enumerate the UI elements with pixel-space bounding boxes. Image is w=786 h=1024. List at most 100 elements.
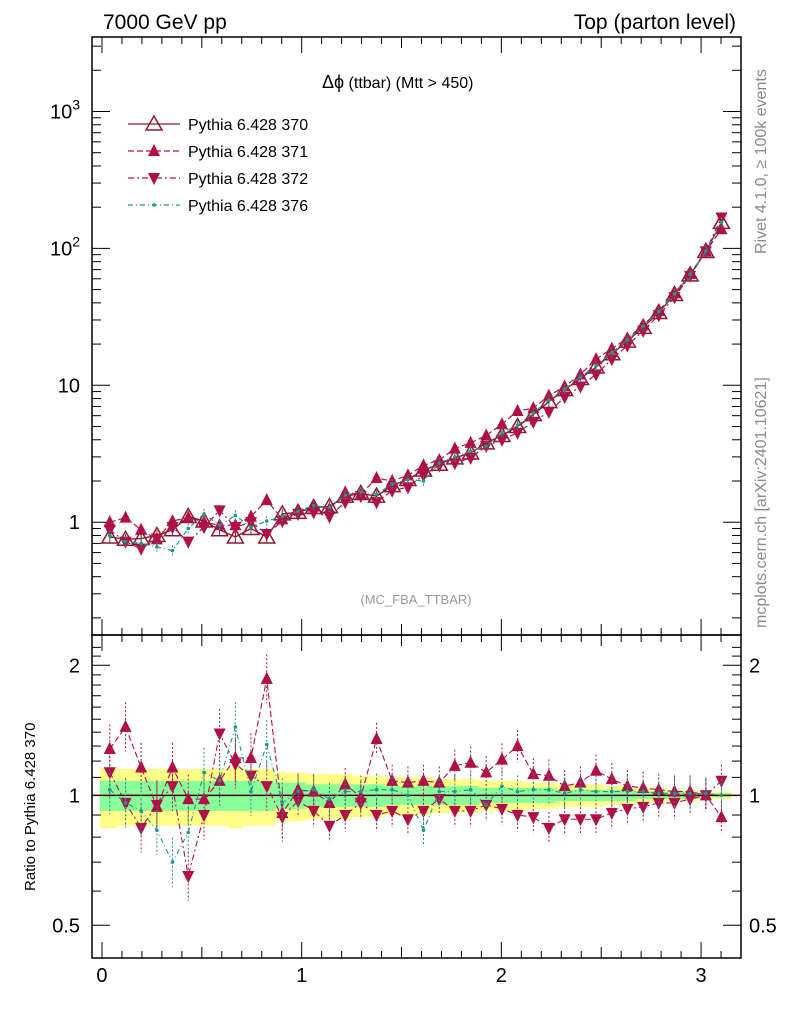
series-376-point — [374, 492, 379, 497]
series-376-ratio-point — [123, 801, 128, 805]
main-panel: 1 10 102 103 — [50, 36, 742, 636]
series-372-ratio-point — [417, 805, 430, 818]
series-376-point — [217, 523, 222, 528]
series-372-ratio-point — [323, 820, 336, 833]
main-ytick-label: 103 — [50, 96, 80, 123]
series-372-point — [605, 354, 618, 367]
series-370-point — [257, 527, 277, 544]
series-372-ratio-point — [386, 805, 399, 818]
series-372-ratio-point — [213, 728, 226, 741]
series-371-ratio-point — [260, 671, 273, 684]
series-371-ratio-point — [480, 765, 493, 778]
series-376-point — [578, 375, 583, 379]
series-371-ratio-point — [495, 752, 509, 765]
series-376-point — [311, 503, 316, 508]
analysis-label: (MC_FBA_TTBAR) — [360, 592, 471, 607]
series-376-point — [296, 509, 300, 514]
series-372-ratio-point — [197, 809, 211, 823]
series-376-point — [202, 512, 206, 516]
rivet-label: Rivet 4.1.0, ≥ 100k events — [753, 69, 770, 254]
ratio-ytick-label-right: 2 — [749, 655, 760, 677]
series-376-ratio-point — [406, 793, 410, 798]
series-376-line — [109, 222, 722, 552]
series-376-ratio-point — [311, 787, 316, 792]
series-372-point — [260, 528, 273, 542]
series-376-point — [155, 545, 159, 549]
series-372-point — [558, 392, 571, 405]
series-372-point — [182, 536, 195, 549]
series-376-point — [123, 539, 128, 544]
series-372-ratio-point — [542, 822, 555, 836]
series-376-ratio-point — [155, 828, 159, 833]
series-372-ratio-point — [260, 781, 273, 794]
series-376-ratio-point — [186, 830, 191, 835]
series-376-ratio-point — [562, 791, 567, 796]
series-372-point — [495, 434, 509, 447]
series-376-ratio-point — [358, 789, 363, 794]
series-376-ratio-point — [625, 789, 630, 794]
series-376-ratio-point — [374, 787, 379, 792]
series-370-point — [163, 520, 182, 537]
ratio-ytick-label-right: 1 — [749, 785, 760, 807]
series-371-line — [109, 228, 722, 541]
series-376-ratio-point — [641, 789, 645, 794]
series-372-ratio-point — [527, 812, 540, 825]
series-376-ratio-point — [468, 787, 473, 792]
series-376-ratio-point — [202, 770, 206, 775]
series-376-ratio-point — [484, 803, 488, 807]
series-372-ratio-point — [182, 871, 195, 884]
series-372-line — [109, 217, 722, 550]
series-376-point — [625, 338, 630, 342]
series-376-point — [406, 477, 410, 482]
series-371-ratio-point — [370, 731, 383, 745]
series-376-point — [531, 410, 536, 415]
ratio-ytick-label-right: 0.5 — [749, 915, 777, 937]
series-372-point — [213, 505, 226, 518]
series-371-ratio-point — [715, 810, 728, 823]
legend-label: Pythia 6.428 371 — [188, 144, 308, 161]
series-372-ratio-point — [495, 803, 509, 816]
ratio-ytick-label: 0.5 — [52, 915, 80, 937]
mcplots-label: mcplots.cern.ch [arXiv:2401.10621] — [753, 377, 770, 628]
ratio-ytick-label: 2 — [69, 655, 80, 677]
series-376-point — [515, 423, 520, 428]
series-376-point — [484, 444, 488, 448]
series-371-ratio-point — [605, 772, 618, 785]
series-376-ratio-point — [280, 801, 285, 805]
series-370-point — [241, 518, 261, 536]
series-376-point — [249, 525, 253, 529]
series-376-point — [421, 479, 426, 483]
series-371-point — [135, 522, 148, 535]
series-371-point — [119, 510, 132, 523]
series-376-ratio-point — [264, 742, 269, 747]
series-372-point — [589, 369, 603, 382]
series-371-point — [511, 403, 524, 416]
series-372-ratio-point — [339, 809, 352, 823]
series-376-ratio-point — [578, 787, 583, 792]
series-372-point — [166, 522, 179, 535]
series-372-point — [527, 416, 540, 430]
series-372-point — [542, 406, 555, 419]
series-376-ratio-point — [500, 784, 504, 788]
xtick-label: 1 — [296, 965, 307, 987]
series-372-ratio-point — [464, 805, 477, 818]
series-376-point — [704, 249, 708, 253]
series-376-ratio-point — [453, 789, 457, 794]
series-376-ratio-point — [719, 793, 724, 798]
series-376-ratio-point — [547, 787, 551, 792]
series-376-point — [280, 514, 285, 519]
series-371-point — [417, 458, 430, 471]
series-372-ratio-point — [307, 805, 320, 818]
series-376-ratio-point — [170, 860, 175, 864]
series-376-point — [390, 482, 394, 486]
series-372-ratio-point — [370, 809, 383, 823]
series-372-ratio-line — [109, 731, 722, 877]
series-376-ratio-point — [421, 828, 426, 833]
series-376-point — [453, 455, 457, 459]
series-372-ratio-point — [668, 797, 681, 810]
series-371-point — [182, 510, 195, 523]
series-372-ratio-point — [715, 775, 728, 788]
series-371-ratio-point — [511, 738, 524, 752]
series-372-ratio-point — [558, 814, 571, 827]
main-ytick-label: 10 — [58, 375, 80, 397]
